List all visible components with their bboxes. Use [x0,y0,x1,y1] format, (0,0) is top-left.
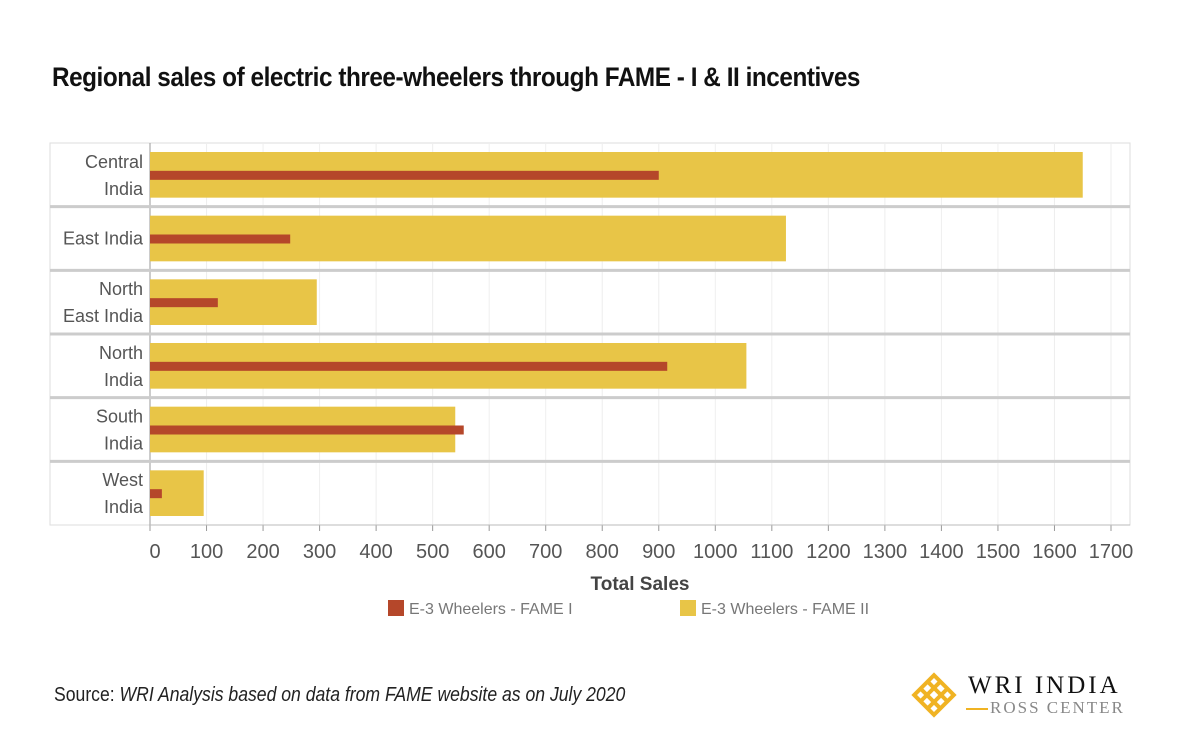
x-tick-label: 900 [642,541,675,563]
x-tick-label: 300 [303,541,336,563]
source-prefix: Source: [54,684,120,706]
bar-fame-i [150,298,218,308]
bar-chart: 0 100 200 300 400 500 600 700 800 900 1000 1100 1200… [49,142,1134,618]
chart-title: Regional sales of electric three-wheeler… [52,62,860,92]
category-label: Central India [85,152,144,199]
category-label: South India [96,407,144,454]
wri-logo: WRI INDIA ROSS CENTER [908,670,1138,720]
x-axis-title: Total Sales [591,574,690,595]
logo-line1: WRI INDIA [968,672,1121,699]
x-tick-label: 1300 [863,541,908,563]
x-tick-label: 800 [586,541,619,563]
x-tick-label: 1500 [976,541,1021,563]
x-tick-label: 1700 [1089,541,1134,563]
x-tick-label: 400 [359,541,392,563]
source-text: WRI Analysis based on data from FAME web… [119,684,626,706]
legend-label: E-3 Wheelers - FAME I [409,601,573,618]
bar-fame-i [150,425,464,435]
legend-label: E-3 Wheelers - FAME II [701,601,869,618]
legend-swatch [680,600,696,616]
legend-swatch [388,600,404,616]
bar-fame-i [150,234,291,244]
x-tick-label: 1400 [919,541,964,563]
x-tick-label: 200 [246,541,279,563]
x-tick-label: 1000 [693,541,738,563]
logo-dash [966,708,988,710]
category-label: North India [99,343,144,390]
category-label: East India [63,229,144,249]
x-tick-label: 700 [529,541,562,563]
logo-line2: ROSS CENTER [990,698,1125,717]
x-tick-label: 100 [190,541,223,563]
x-tick-label: 1100 [750,541,793,563]
x-tick-label: 0 [149,541,160,563]
x-tick-label: 1600 [1032,541,1077,563]
bar-fame-i [150,170,659,180]
category-label: West India [102,470,144,517]
source-note: Source: WRI Analysis based on data from … [54,684,625,707]
x-tick-label: 1200 [806,541,851,563]
category-label: North East India [63,279,144,326]
logo-knot-icon [911,672,957,718]
bar-fame-i [150,361,668,371]
x-tick-label: 500 [416,541,449,563]
bar-fame-i [150,489,162,499]
x-tick-label: 600 [472,541,505,563]
